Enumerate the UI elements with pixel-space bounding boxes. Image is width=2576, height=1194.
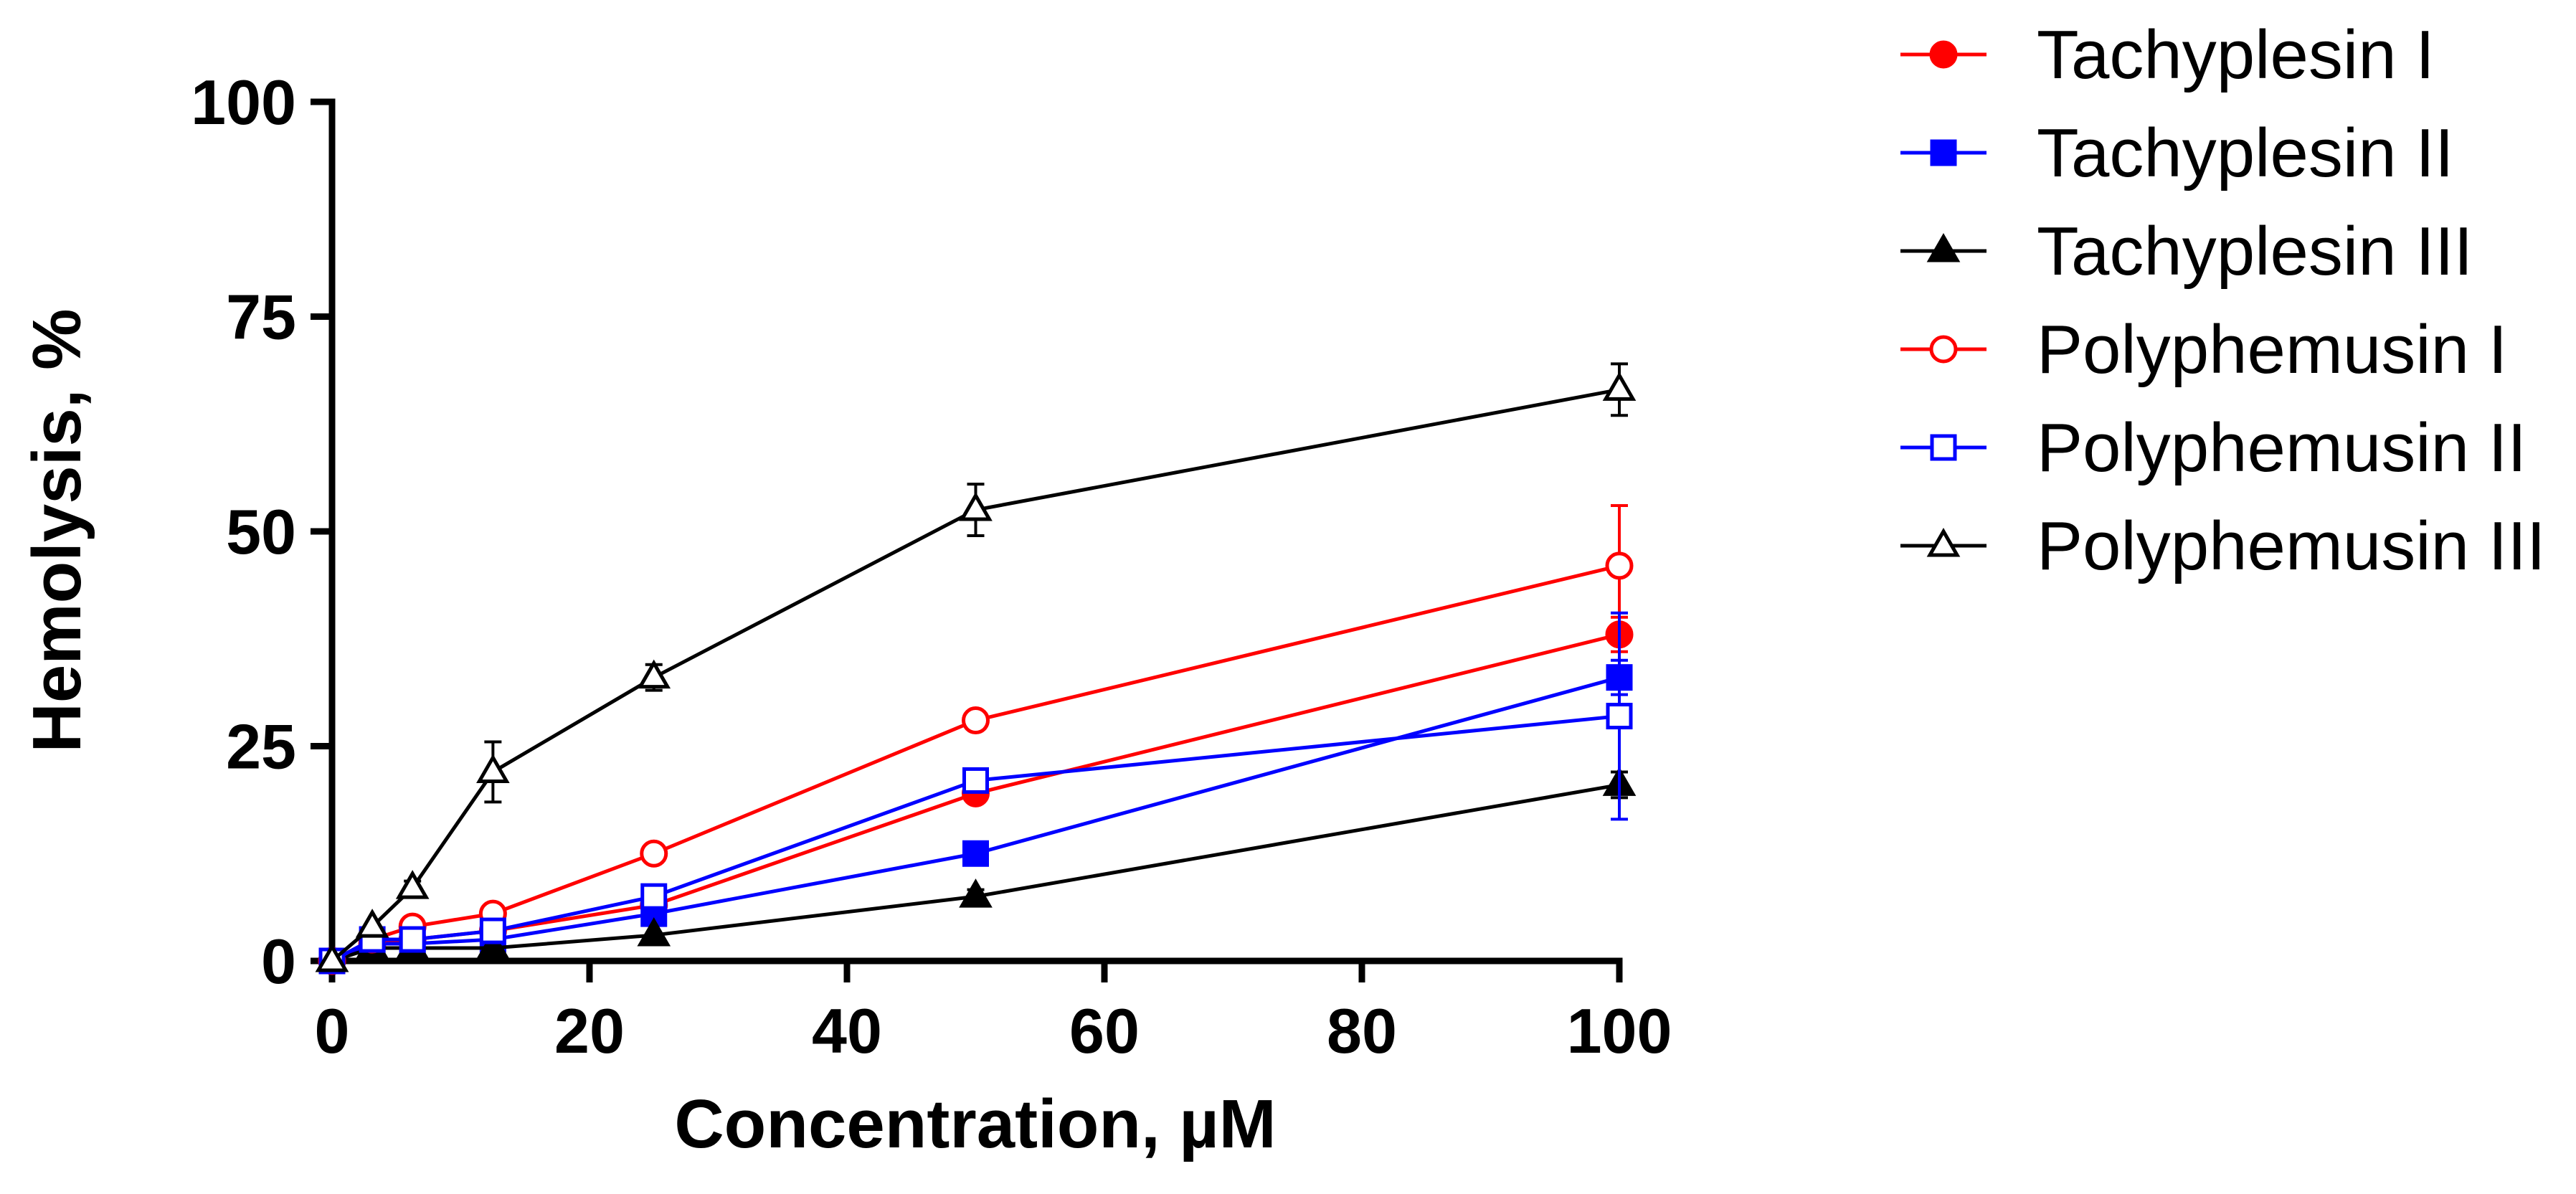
data-point xyxy=(1606,703,1633,730)
data-point xyxy=(1605,551,1634,580)
series-line xyxy=(331,387,1620,962)
data-point xyxy=(640,883,668,910)
legend-label: Tachyplesin I xyxy=(2037,16,2435,93)
legend-marker xyxy=(1926,232,1961,262)
x-tick-label: 80 xyxy=(1327,995,1397,1066)
y-axis-title: Hemolysis, % xyxy=(19,309,95,753)
legend-item-tachyplesin-iii: Tachyplesin III xyxy=(1900,213,2473,290)
legend-label: Polyphemusin I xyxy=(2037,311,2507,388)
data-point xyxy=(962,767,989,794)
data-point xyxy=(962,840,989,867)
data-point xyxy=(395,870,430,899)
legend-item-tachyplesin-i: Tachyplesin I xyxy=(1900,16,2435,93)
data-point xyxy=(355,909,389,938)
x-tick-label: 100 xyxy=(1567,995,1672,1066)
data-point xyxy=(959,878,993,908)
y-tick-label: 75 xyxy=(226,282,296,353)
y-tick-label: 100 xyxy=(191,67,296,138)
data-point xyxy=(315,942,349,972)
y-tick-label: 0 xyxy=(261,926,296,997)
legend-label: Polyphemusin III xyxy=(2037,508,2546,584)
legend-item-tachyplesin-ii: Tachyplesin II xyxy=(1900,115,2454,191)
data-point xyxy=(399,926,426,953)
legend-item-polyphemusin-iii: Polyphemusin III xyxy=(1900,508,2546,584)
legend-marker xyxy=(1929,335,1958,364)
data-point xyxy=(476,930,510,960)
legend-label: Tachyplesin II xyxy=(2037,115,2454,191)
data-point xyxy=(640,839,668,868)
data-point xyxy=(476,754,510,783)
series-polyphemusin-iii xyxy=(315,362,1637,972)
legend-marker xyxy=(1929,40,1958,69)
y-tick-label: 25 xyxy=(226,711,296,782)
series-layer xyxy=(315,362,1637,975)
y-tick-label: 50 xyxy=(226,496,296,567)
data-point xyxy=(479,917,506,944)
legend-item-polyphemusin-ii: Polyphemusin II xyxy=(1900,409,2527,486)
x-tick-label: 0 xyxy=(315,995,350,1066)
series-polyphemusin-ii xyxy=(318,611,1633,975)
legend-item-polyphemusin-i: Polyphemusin I xyxy=(1900,311,2507,388)
legend-label: Polyphemusin II xyxy=(2037,409,2527,486)
x-tick-label: 40 xyxy=(812,995,882,1066)
data-point xyxy=(962,706,990,735)
series-tachyplesin-i xyxy=(318,615,1634,975)
legend-marker xyxy=(1926,527,1961,557)
x-axis-title: Concentration, µM xyxy=(674,1086,1276,1162)
x-tick-label: 60 xyxy=(1069,995,1140,1066)
x-tick-label: 20 xyxy=(554,995,625,1066)
legend-marker xyxy=(1930,139,1957,166)
legend-marker xyxy=(1930,434,1957,461)
data-point xyxy=(1602,371,1637,401)
axes: 0 20 40 60 80 100 0 25 50 75 100 xyxy=(191,67,1672,1066)
legend-label: Tachyplesin III xyxy=(2037,213,2473,290)
data-point xyxy=(959,492,993,521)
legend: Tachyplesin I Tachyplesin II Tachyplesin I… xyxy=(1900,16,2546,584)
data-point xyxy=(637,659,671,689)
data-point xyxy=(637,917,671,947)
